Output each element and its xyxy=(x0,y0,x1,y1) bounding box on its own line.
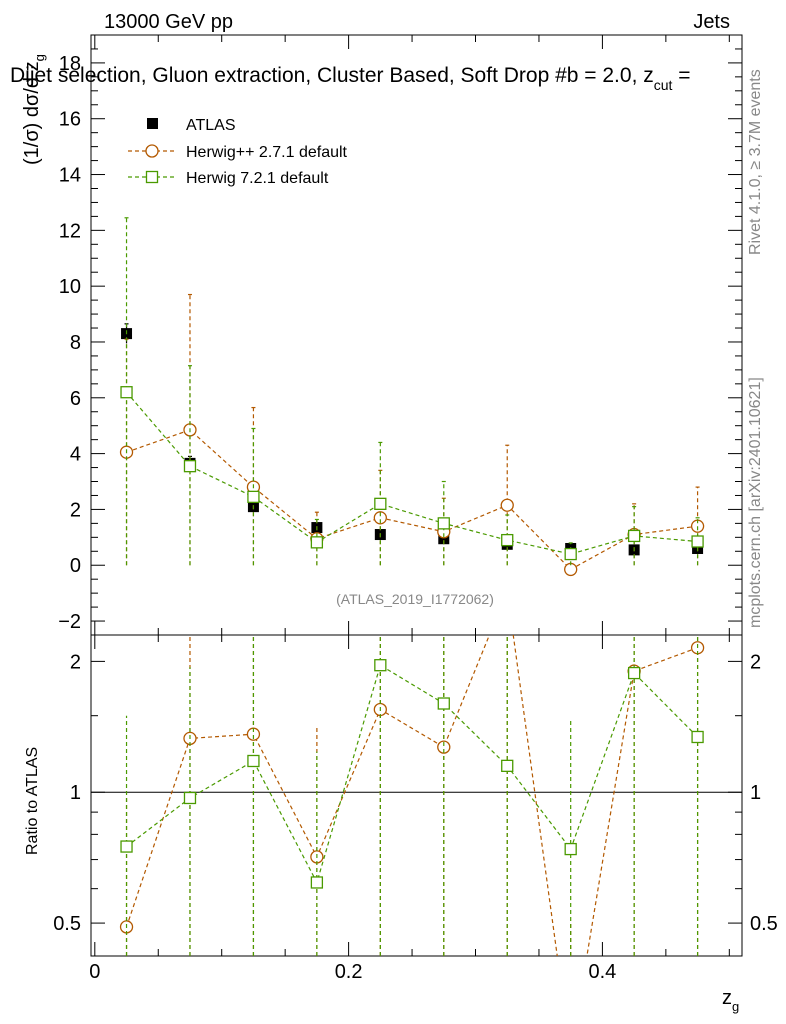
ratio-ytick-label-right: 1 xyxy=(750,782,761,804)
x-tick-label: 0.4 xyxy=(589,961,617,983)
legend: ATLAS Herwig++ 2.7.1 default Herwig 7.2.… xyxy=(128,117,348,187)
herwig7-point xyxy=(247,490,260,504)
legend-herwig7-marker xyxy=(145,170,159,184)
ratio-ylabel: Ratio to ATLAS xyxy=(24,747,41,855)
legend-herwig7-label: Herwig 7.2.1 default xyxy=(186,170,329,187)
legend-atlas-marker xyxy=(147,118,158,129)
ratio-herwig7-point xyxy=(501,759,514,773)
ratio-herwig7-point xyxy=(691,730,704,744)
herwigpp-point xyxy=(373,511,387,525)
main-ytick-label: 10 xyxy=(59,276,81,298)
main-ytick-label: 2 xyxy=(70,499,81,521)
selection-main: Dijet selection, Gluon extraction, Clust… xyxy=(10,64,654,87)
ratio-herwig7-point xyxy=(627,666,641,680)
analysis-label: (ATLAS_2019_I1772062) xyxy=(336,591,494,607)
xlabel: zg xyxy=(722,987,739,1014)
herwig7-point xyxy=(120,386,133,399)
ratio-herwig7-point xyxy=(564,842,577,856)
main-ytick-label: 6 xyxy=(70,388,81,410)
herwig7-point xyxy=(310,536,324,549)
ratio-ytick-label-right: 0.5 xyxy=(750,913,778,935)
ratio-y-ticks: 0.5 0.5 1 1 2 2 xyxy=(53,651,778,935)
ratio-ytick-label-left: 2 xyxy=(70,651,81,673)
ratio-ytick-label-left: 0.5 xyxy=(53,913,81,935)
ratio-series-marks xyxy=(119,635,705,956)
ratio-ytick-label-right: 2 xyxy=(750,651,761,673)
x-tick-label: 0 xyxy=(89,961,100,983)
main-y-ticks: −2 0 2 4 6 8 10 12 14 16 18 xyxy=(58,34,742,636)
main-ytick-label: 16 xyxy=(59,109,81,131)
ratio-herwig7-point xyxy=(120,840,133,853)
ratio-herwigpp-point xyxy=(437,740,451,754)
herwig7-point xyxy=(374,497,387,510)
ratio-herwig7-point xyxy=(310,876,324,889)
ratio-series-line xyxy=(125,635,698,956)
rivet-label: Rivet 4.1.0, ≥ 3.7M events xyxy=(747,69,764,255)
main-ytick-label: 8 xyxy=(70,332,81,354)
ratio-herwig7-point xyxy=(437,697,450,710)
main-ytick-label: 0 xyxy=(70,555,81,577)
mcplots-label: mcplots.cern.ch [arXiv:2401.10621] xyxy=(747,377,764,628)
selection-title: Dijet selection, Gluon extraction, Clust… xyxy=(10,64,691,93)
main-ytick-label: −2 xyxy=(58,611,81,633)
ratio-frame xyxy=(90,634,743,957)
header-right: Jets xyxy=(693,11,730,33)
selection-sub: cut xyxy=(654,77,673,93)
main-ytick-label: 12 xyxy=(59,220,81,242)
herwigpp-point xyxy=(500,498,514,512)
main-series-line xyxy=(126,429,698,571)
herwig7-point xyxy=(437,517,450,530)
main-series-marks xyxy=(119,217,705,577)
x-tick-label: 0.2 xyxy=(335,961,363,983)
herwig7-point xyxy=(564,547,577,561)
herwig7-point xyxy=(627,529,641,543)
atlas-point xyxy=(438,533,450,545)
legend-herwigpp-marker xyxy=(145,144,159,158)
herwig7-point xyxy=(691,535,704,548)
ratio-series-line xyxy=(126,664,699,885)
header-left: 13000 GeV pp xyxy=(104,11,233,33)
main-ylabel: (1/σ) dσ/d zg xyxy=(21,54,47,165)
herwig7-point xyxy=(501,533,514,547)
ratio-ytick-label-left: 1 xyxy=(70,782,81,804)
x-ticks: 0 0.2 0.4 xyxy=(89,35,730,983)
main-ytick-label: 18 xyxy=(59,53,81,75)
ratio-herwig7-point xyxy=(247,754,260,768)
main-ytick-label: 4 xyxy=(70,444,81,466)
ratio-herwig7-point xyxy=(374,659,387,672)
main-series-line xyxy=(126,391,698,555)
herwig7-point xyxy=(183,460,197,473)
main-ytick-label: 14 xyxy=(59,165,81,187)
legend-herwigpp-label: Herwig++ 2.7.1 default xyxy=(186,144,348,161)
selection-tail: = xyxy=(672,64,690,87)
legend-atlas-label: ATLAS xyxy=(186,117,236,134)
ratio-herwig7-point xyxy=(183,791,197,805)
